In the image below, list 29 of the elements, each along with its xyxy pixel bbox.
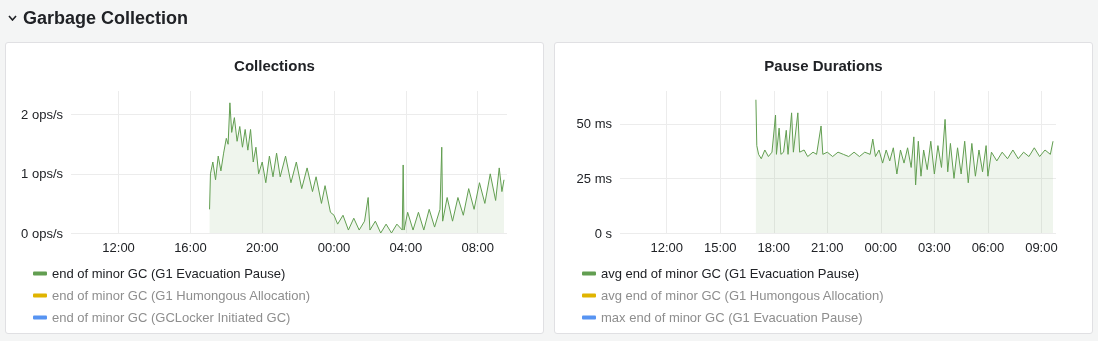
legend-label: max end of minor GC (G1 Evacuation Pause) bbox=[601, 310, 863, 325]
x-tick-label: 21:00 bbox=[811, 240, 844, 255]
x-tick-label: 16:00 bbox=[174, 240, 207, 255]
x-tick-label: 15:00 bbox=[703, 240, 737, 255]
legend-label: avg end of minor GC (G1 Humongous Allocation) bbox=[601, 288, 884, 303]
y-tick-label: 0 ops/s bbox=[21, 225, 64, 241]
x-tick-label: 18:00 bbox=[757, 240, 791, 255]
legend-label: avg end of minor GC (G1 Evacuation Pause) bbox=[601, 266, 859, 281]
x-tick-label: 06:00 bbox=[971, 240, 1005, 255]
x-tick-label: 12:00 bbox=[650, 240, 683, 255]
y-tick-label: 25 ms bbox=[576, 170, 613, 186]
legend-label: end of minor GC (G1 Humongous Allocation) bbox=[52, 288, 310, 303]
y-tick-label: 2 ops/s bbox=[21, 107, 64, 123]
y-tick-label: 50 ms bbox=[576, 116, 613, 132]
legend-label: end of minor GC (G1 Evacuation Pause) bbox=[52, 266, 286, 281]
x-tick-label: 08:00 bbox=[461, 240, 494, 255]
chart-title: Pause Durations bbox=[764, 57, 883, 74]
y-tick-label: 1 ops/s bbox=[21, 166, 64, 182]
text: Garbage Collection bbox=[23, 7, 189, 29]
x-tick-label: 09:00 bbox=[1025, 240, 1058, 255]
x-tick-label: 12:00 bbox=[102, 240, 135, 255]
chart-title: Collections bbox=[234, 57, 315, 74]
x-tick-label: 03:00 bbox=[918, 240, 951, 255]
x-tick-label: 00:00 bbox=[864, 240, 898, 255]
y-tick-label: 0 s bbox=[594, 225, 613, 241]
x-tick-label: 04:00 bbox=[389, 240, 423, 255]
x-tick-label: 20:00 bbox=[245, 240, 279, 255]
legend-label: end of minor GC (GCLocker Initiated GC) bbox=[52, 310, 291, 325]
x-tick-label: 00:00 bbox=[317, 240, 351, 255]
